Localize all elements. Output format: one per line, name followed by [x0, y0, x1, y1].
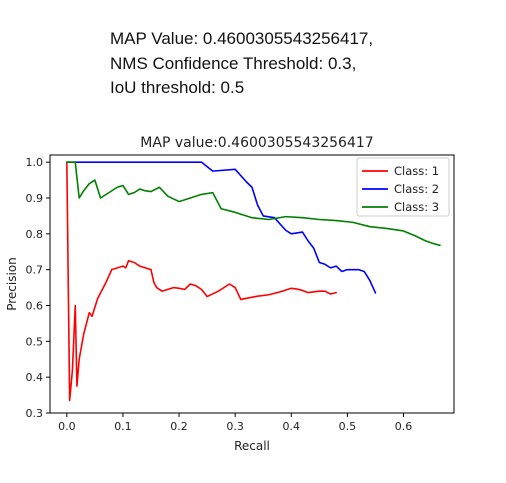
x-axis-label: Recall [234, 439, 270, 453]
x-tick-label: 0.0 [58, 420, 76, 433]
y-tick-label: 0.8 [26, 228, 44, 241]
x-tick-label: 0.5 [339, 420, 357, 433]
series-layer [66, 161, 441, 402]
plot-frame [49, 154, 455, 414]
x-tick-label: 0.2 [170, 420, 188, 433]
legend-label: Class: 2 [394, 182, 439, 196]
series-line-class-3 [66, 161, 441, 247]
y-tick-label: 0.4 [26, 371, 44, 384]
chart-title: MAP value:0.4600305543256417 [140, 135, 373, 151]
y-tick-label: 0.7 [26, 264, 44, 277]
x-tick-label: 0.4 [283, 420, 301, 433]
y-tick-label: 0.6 [26, 300, 44, 313]
y-tick-label: 0.9 [26, 192, 44, 205]
x-tick-label: 0.6 [395, 420, 413, 433]
legend: Class: 1 Class: 2 Class: 3 [356, 157, 450, 217]
iou-threshold-text: IoU threshold: 0.5 [110, 78, 245, 97]
legend-label: Class: 1 [394, 164, 439, 178]
parameters-header: MAP Value: 0.4600305543256417, NMS Confi… [110, 27, 373, 101]
nms-threshold-text: NMS Confidence Threshold: 0.3, [110, 53, 357, 73]
y-axis-label: Precision [5, 257, 19, 311]
legend-label: Class: 3 [394, 200, 439, 214]
ticks-layer: 0.0 0.1 0.2 0.3 0.4 0.5 0.6 0.3 0.4 0.5 0.6 0.7 0.8 0… [26, 156, 413, 433]
y-tick-label: 0.5 [26, 335, 44, 348]
legend-box [356, 157, 450, 217]
series-line-class-2 [66, 161, 377, 294]
x-tick-label: 0.3 [226, 420, 244, 433]
y-tick-label: 0.3 [26, 407, 44, 420]
series-line-class-1 [66, 161, 337, 402]
legend-items: Class: 1 Class: 2 Class: 3 [362, 164, 439, 214]
y-tick-label: 1.0 [26, 156, 44, 169]
x-tick-label: 0.1 [114, 420, 132, 433]
map-value-text: MAP Value: 0.4600305543256417, [110, 29, 374, 48]
